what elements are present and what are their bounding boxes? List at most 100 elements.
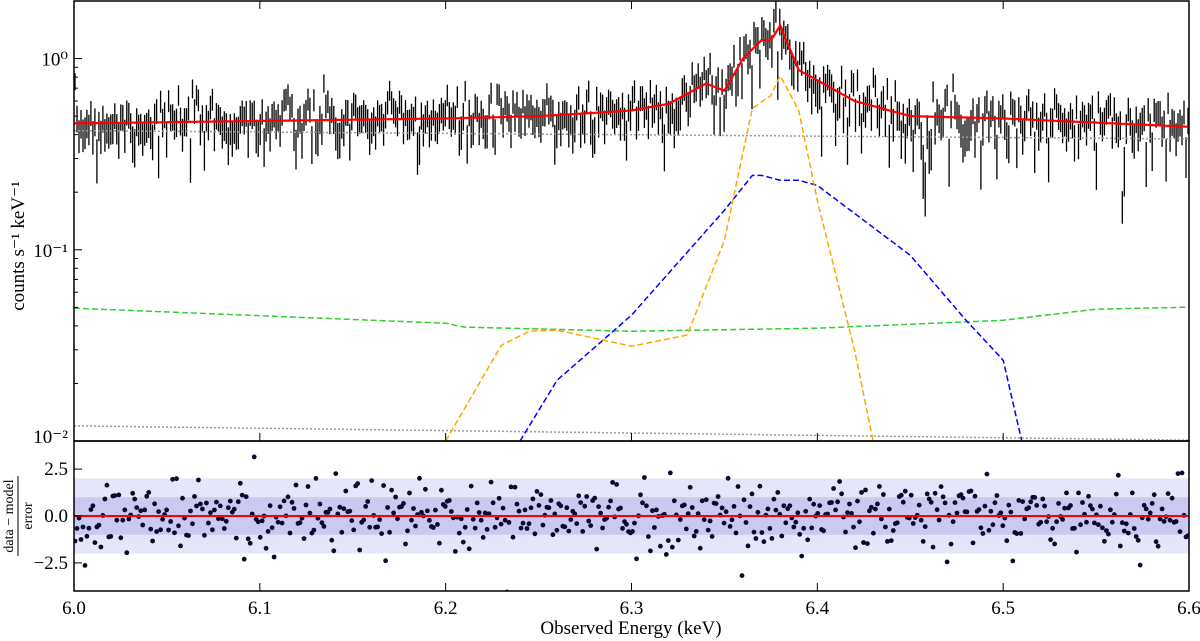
residual-point — [964, 509, 970, 515]
residual-point — [713, 501, 719, 506]
residual-point — [442, 504, 448, 509]
y-tick-label: 10⁻² — [33, 427, 68, 448]
residual-point — [522, 507, 528, 513]
residual-point — [990, 522, 996, 528]
residual-point — [558, 503, 564, 509]
residual-point — [1026, 505, 1032, 511]
residual-point — [383, 558, 388, 564]
residual-point — [293, 482, 299, 488]
residual-point — [1175, 471, 1181, 476]
residual-point — [341, 506, 347, 512]
residual-point — [654, 507, 659, 513]
series-line-broad — [519, 174, 1023, 441]
residual-point — [920, 539, 926, 544]
residual-point — [1108, 507, 1113, 513]
residual-point — [703, 497, 709, 503]
residual-point — [741, 497, 747, 503]
spectrum-plot-area — [74, 1, 1189, 441]
residual-point — [663, 552, 669, 557]
residual-point — [90, 503, 96, 509]
residual-point — [472, 525, 478, 531]
residual-point — [1147, 510, 1153, 516]
residual-point — [327, 506, 333, 512]
residual-point — [144, 493, 150, 499]
residual-point — [757, 483, 763, 489]
residual-point — [685, 511, 691, 516]
residual-point — [554, 527, 560, 533]
residual-point — [620, 526, 625, 531]
residual-point — [355, 481, 361, 486]
residual-point — [512, 484, 518, 490]
residual-point — [1054, 519, 1059, 525]
residual-point — [984, 471, 990, 477]
residual-point — [743, 520, 749, 525]
residual-point — [687, 484, 693, 490]
residual-point — [303, 502, 309, 508]
residual-point — [200, 506, 205, 512]
series-background-high — [74, 129, 1189, 140]
residual-point — [74, 526, 80, 531]
residual-point — [289, 499, 295, 505]
residual-point — [389, 487, 394, 493]
residual-point — [791, 524, 797, 530]
residual-point — [1177, 529, 1183, 534]
residual-point — [916, 502, 922, 508]
residual-point — [170, 476, 176, 482]
residual-point — [313, 476, 319, 481]
residual-point — [936, 517, 942, 523]
residual-point — [223, 518, 229, 524]
residual-point — [918, 517, 924, 523]
residual-point — [1040, 496, 1046, 502]
residual-point — [693, 529, 699, 534]
residual-point — [456, 530, 462, 536]
residual-point — [74, 538, 78, 544]
residual-point — [863, 487, 868, 493]
residual-plot-area — [74, 454, 1189, 591]
residual-point — [630, 529, 635, 534]
residual-point — [610, 480, 615, 485]
residual-point — [1090, 506, 1095, 512]
residual-point — [886, 506, 892, 512]
residual-point — [1022, 516, 1028, 522]
residual-point — [437, 540, 442, 546]
residual-point — [614, 482, 619, 487]
residual-point — [114, 517, 120, 523]
residual-point — [536, 503, 542, 508]
residual-point — [879, 516, 884, 522]
residual-point — [562, 524, 568, 530]
residual-point — [212, 507, 217, 513]
residual-point — [492, 524, 498, 530]
residual-point — [749, 491, 755, 497]
residual-point — [409, 517, 414, 523]
residual-point — [470, 516, 476, 522]
residual-point — [435, 522, 440, 527]
residual-point — [861, 540, 866, 545]
residual-point — [104, 482, 110, 488]
residual-point — [1060, 517, 1065, 522]
residual-point — [934, 507, 940, 513]
residual-point — [231, 506, 237, 512]
residual-point — [954, 510, 960, 516]
residual-point — [1100, 525, 1105, 531]
residual-point — [534, 489, 540, 494]
residual-point — [1185, 533, 1189, 539]
residual-point — [1153, 539, 1159, 545]
residual-point — [568, 517, 574, 522]
residual-point — [217, 503, 223, 509]
residual-point — [584, 494, 590, 499]
residual-point — [297, 520, 303, 526]
residual-point — [538, 492, 544, 497]
residual-point — [176, 523, 181, 529]
residual-point — [122, 507, 128, 513]
residual-point — [865, 541, 870, 546]
residual-point — [281, 498, 287, 504]
residual-point — [206, 520, 211, 526]
residual-point — [1173, 519, 1179, 524]
residual-point — [379, 531, 384, 536]
residual-y-tick-label: 0.0 — [44, 506, 68, 527]
residual-point — [972, 493, 978, 499]
residual-point — [644, 503, 649, 509]
residual-point — [219, 516, 225, 522]
residual-point — [1038, 519, 1044, 525]
